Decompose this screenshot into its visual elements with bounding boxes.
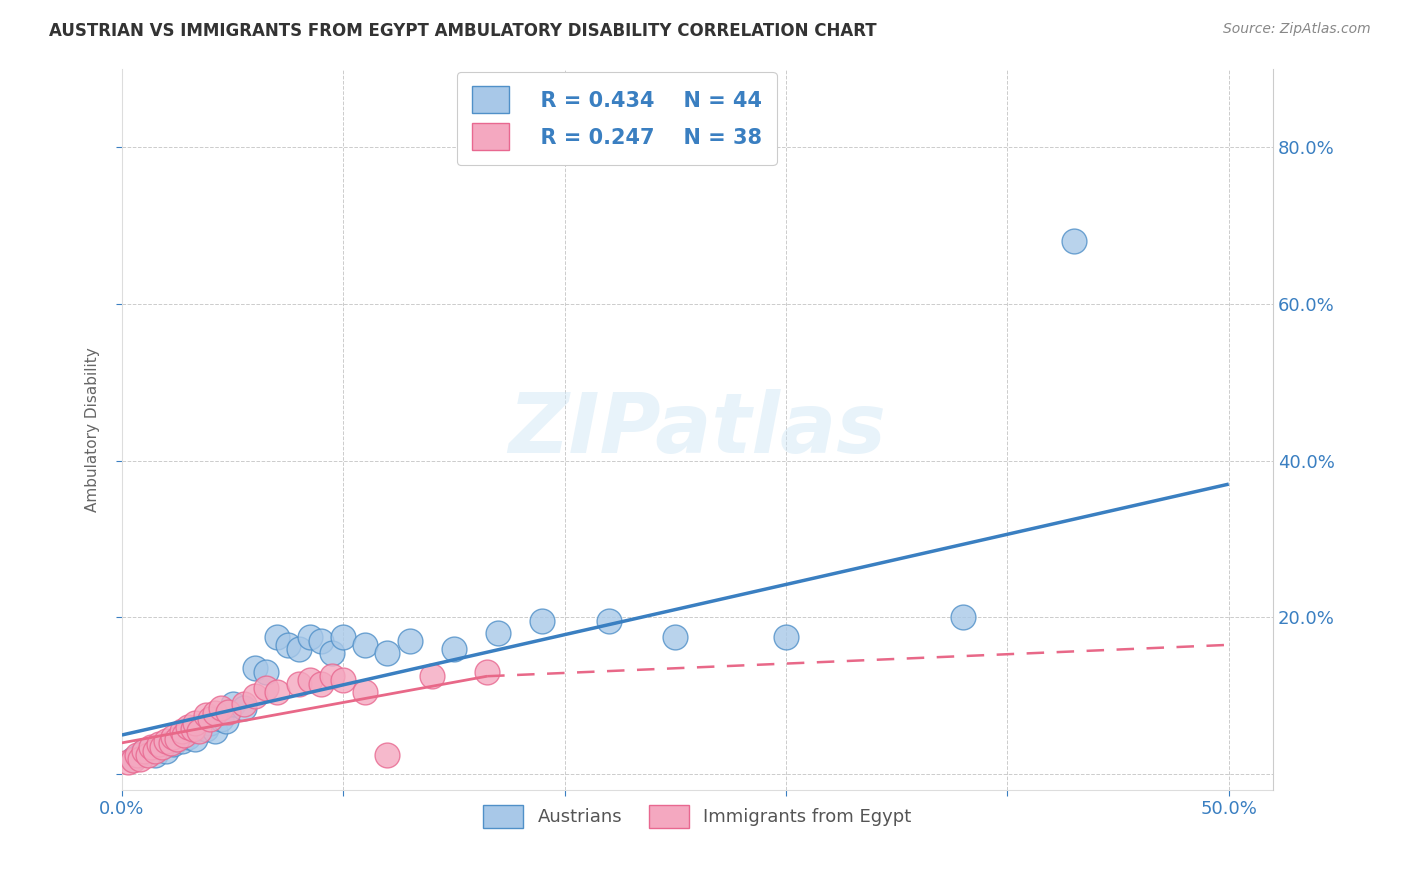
Point	[321, 646, 343, 660]
Point	[159, 736, 181, 750]
Point	[664, 630, 686, 644]
Point	[188, 720, 211, 734]
Point	[148, 738, 170, 752]
Point	[194, 722, 217, 736]
Point	[254, 665, 277, 680]
Point	[127, 747, 149, 762]
Point	[486, 626, 509, 640]
Text: Source: ZipAtlas.com: Source: ZipAtlas.com	[1223, 22, 1371, 37]
Point	[309, 677, 332, 691]
Point	[288, 641, 311, 656]
Point	[211, 712, 233, 726]
Point	[139, 739, 162, 754]
Point	[143, 744, 166, 758]
Point	[138, 745, 160, 759]
Point	[184, 716, 207, 731]
Point	[217, 705, 239, 719]
Point	[132, 744, 155, 758]
Point	[232, 697, 254, 711]
Point	[204, 724, 226, 739]
Point	[332, 673, 354, 687]
Point	[215, 714, 238, 728]
Point	[1063, 234, 1085, 248]
Point	[243, 689, 266, 703]
Point	[173, 728, 195, 742]
Point	[266, 630, 288, 644]
Point	[184, 731, 207, 746]
Point	[139, 742, 162, 756]
Point	[166, 731, 188, 746]
Point	[170, 734, 193, 748]
Point	[298, 673, 321, 687]
Text: ZIPatlas: ZIPatlas	[509, 389, 886, 470]
Point	[298, 630, 321, 644]
Point	[200, 716, 222, 731]
Point	[598, 615, 620, 629]
Point	[181, 724, 204, 739]
Point	[162, 730, 184, 744]
Point	[200, 712, 222, 726]
Point	[277, 638, 299, 652]
Point	[775, 630, 797, 644]
Point	[243, 661, 266, 675]
Point	[211, 700, 233, 714]
Point	[162, 738, 184, 752]
Point	[221, 697, 243, 711]
Point	[309, 634, 332, 648]
Point	[177, 720, 200, 734]
Point	[188, 724, 211, 739]
Point	[166, 731, 188, 746]
Point	[254, 681, 277, 695]
Point	[531, 615, 554, 629]
Text: AUSTRIAN VS IMMIGRANTS FROM EGYPT AMBULATORY DISABILITY CORRELATION CHART: AUSTRIAN VS IMMIGRANTS FROM EGYPT AMBULA…	[49, 22, 877, 40]
Point	[377, 747, 399, 762]
Point	[204, 706, 226, 720]
Point	[288, 677, 311, 691]
Point	[138, 747, 160, 762]
Point	[128, 751, 150, 765]
Point	[128, 747, 150, 762]
Point	[159, 736, 181, 750]
Point	[398, 634, 420, 648]
Point	[443, 641, 465, 656]
Y-axis label: Ambulatory Disability: Ambulatory Disability	[86, 347, 100, 512]
Point	[132, 744, 155, 758]
Point	[420, 669, 443, 683]
Point	[952, 610, 974, 624]
Point	[475, 665, 498, 680]
Point	[173, 728, 195, 742]
Point	[170, 724, 193, 739]
Point	[177, 730, 200, 744]
Point	[150, 739, 173, 754]
Point	[122, 751, 145, 765]
Point	[266, 685, 288, 699]
Point	[117, 756, 139, 770]
Point	[155, 744, 177, 758]
Legend: Austrians, Immigrants from Egypt: Austrians, Immigrants from Egypt	[477, 797, 918, 835]
Point	[321, 669, 343, 683]
Point	[155, 734, 177, 748]
Point	[332, 630, 354, 644]
Point	[354, 685, 377, 699]
Point	[232, 700, 254, 714]
Point	[122, 753, 145, 767]
Point	[354, 638, 377, 652]
Point	[150, 739, 173, 754]
Point	[377, 646, 399, 660]
Point	[194, 708, 217, 723]
Point	[143, 747, 166, 762]
Point	[181, 722, 204, 736]
